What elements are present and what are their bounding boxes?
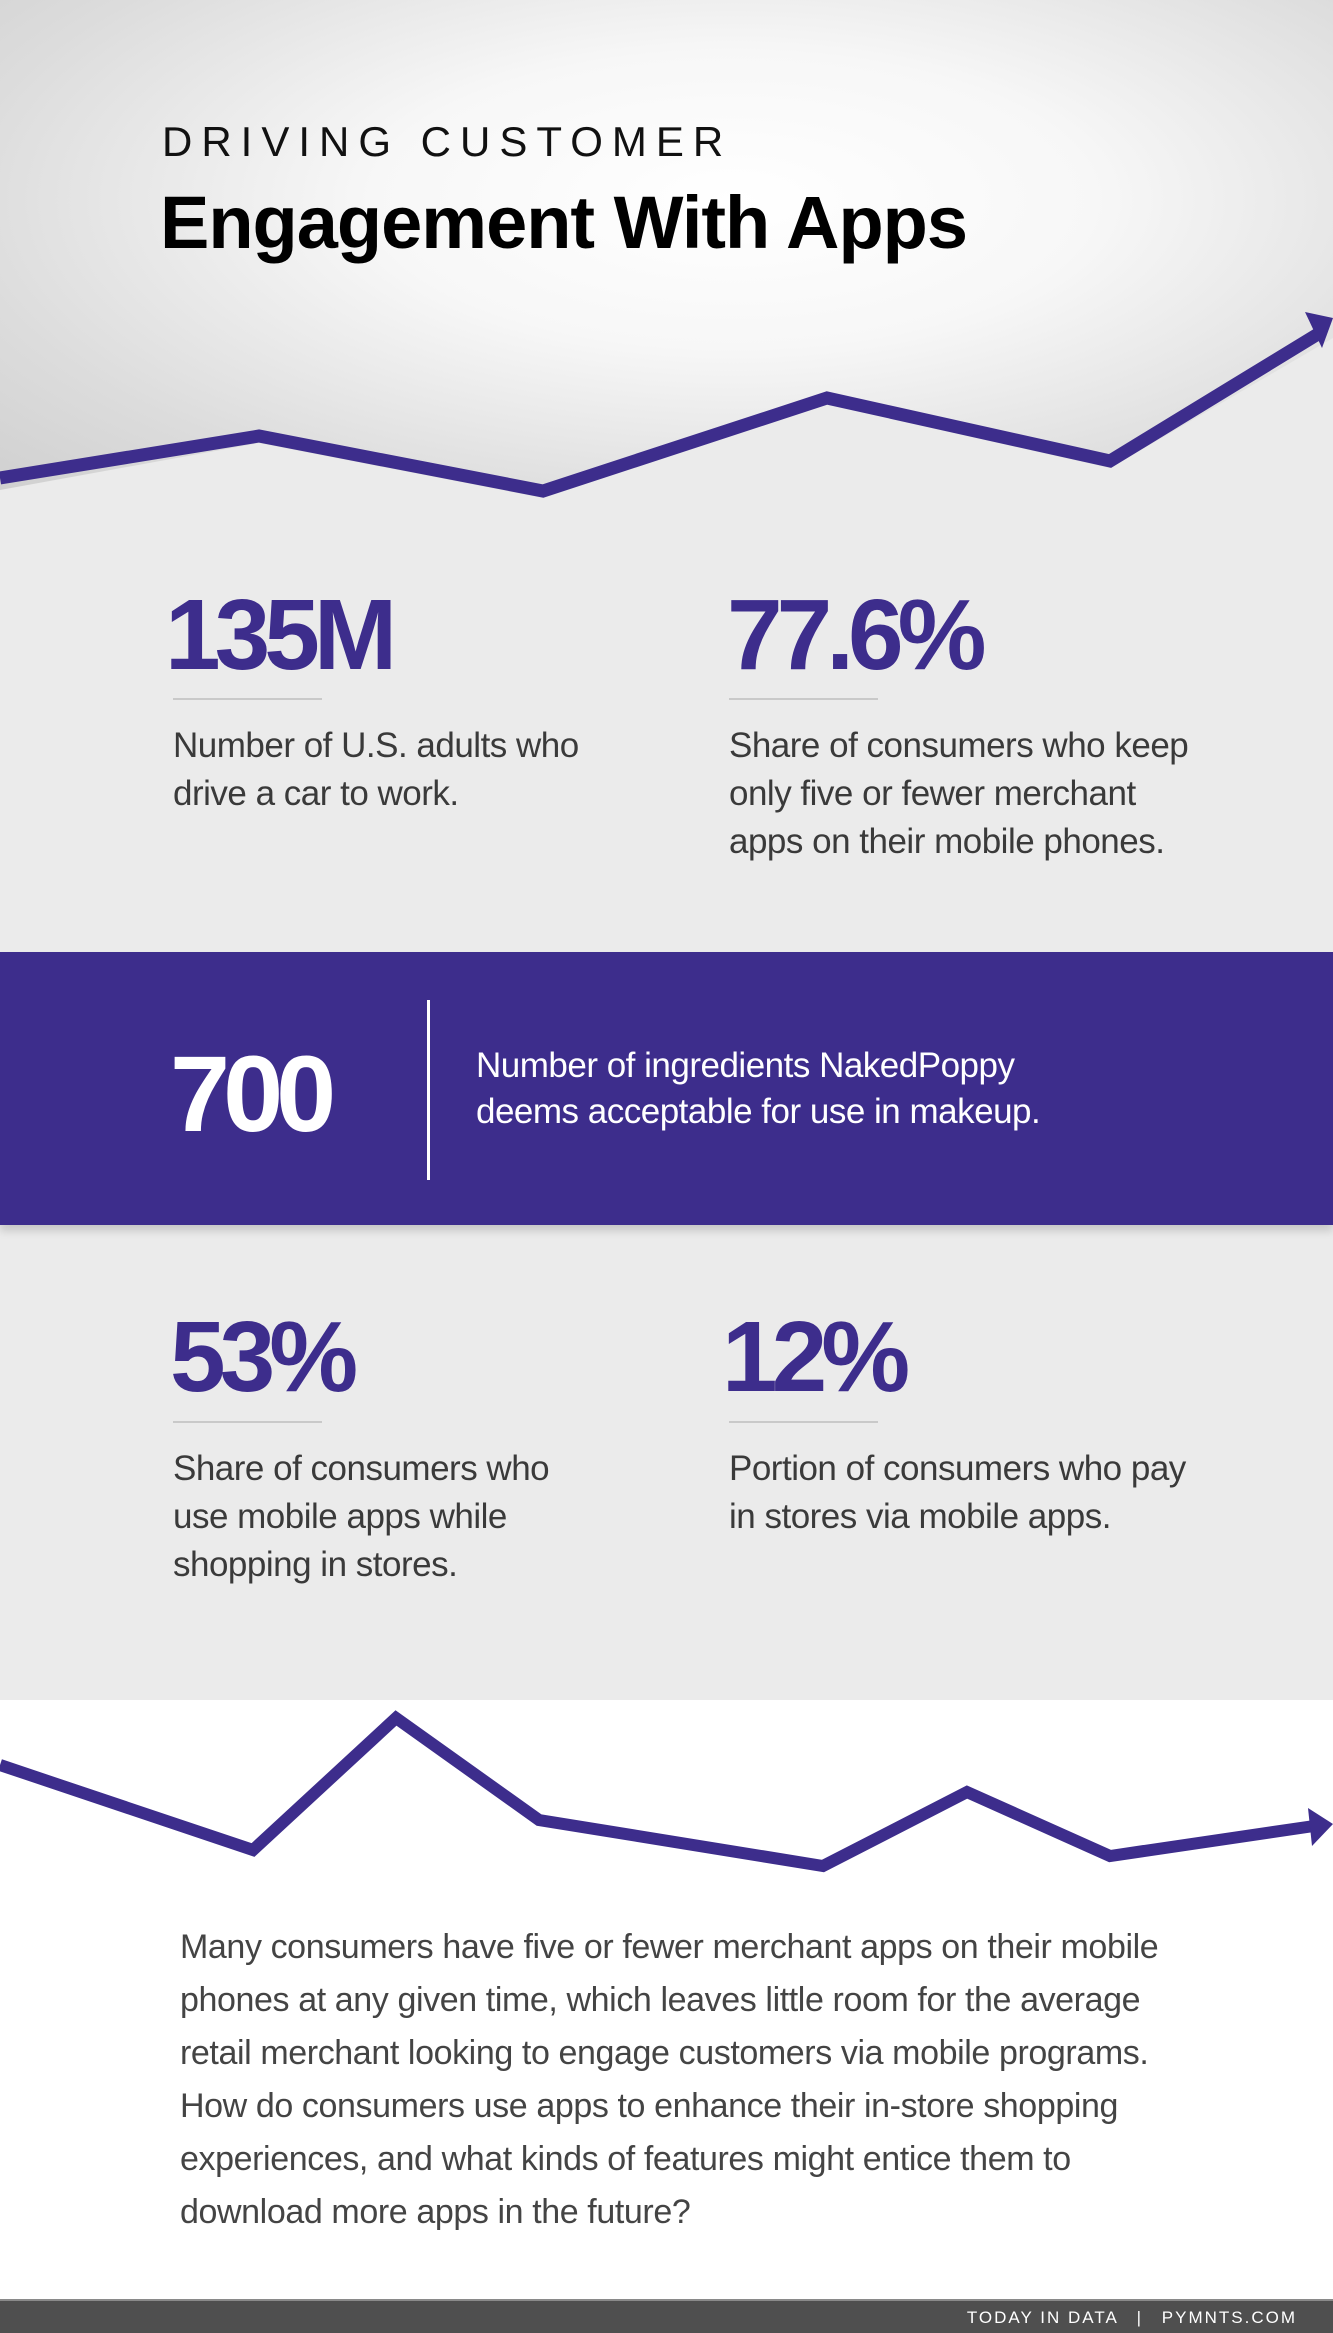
stat-divider	[173, 698, 322, 700]
stat-description: Share of consumers who use mobile apps w…	[173, 1449, 550, 1584]
bottom-arrow-icon	[1308, 1808, 1333, 1846]
stat-divider	[173, 1421, 322, 1423]
feature-description: Number of ingredients NakedPoppy deems a…	[476, 1043, 1176, 1135]
footer-left: TODAY IN DATA	[966, 2308, 1118, 2327]
feature-divider	[427, 1000, 430, 1180]
stat-divider	[729, 1421, 878, 1423]
stat-value: 135M	[165, 579, 397, 691]
header-edge-fill	[0, 338, 1333, 500]
stat-description: Portion of consumers who pay in stores v…	[729, 1449, 1186, 1536]
stat-description: Number of U.S. adults who drive a car to…	[173, 726, 579, 813]
summary-paragraph: Many consumers have five or fewer mercha…	[180, 1928, 1159, 2231]
stat-value: 12%	[722, 1301, 910, 1413]
footer: TODAY IN DATA | PYMNTS.COM	[0, 2299, 1333, 2333]
stat-value: 77.6%	[727, 579, 987, 691]
header-background	[0, 0, 1333, 500]
feature-band	[0, 952, 1333, 1225]
bottom-edge-fill	[0, 1714, 1333, 2300]
stat-divider	[729, 698, 878, 700]
bottom-trend-line	[0, 1710, 1315, 1873]
feature-line: deems acceptable for use in makeup.	[476, 1092, 1041, 1131]
top-trend-line	[0, 328, 1322, 498]
stat-description: Share of consumers who keep only five or…	[729, 726, 1189, 861]
page-title: Engagement With Apps	[160, 181, 968, 264]
header-kicker: DRIVING CUSTOMER	[162, 118, 733, 165]
feature-line: Number of ingredients NakedPoppy	[476, 1046, 1015, 1085]
footer-credit: TODAY IN DATA | PYMNTS.COM	[967, 2308, 1297, 2328]
feature-value: 700	[170, 1033, 336, 1154]
stat-value: 53%	[170, 1301, 358, 1413]
footer-right: PYMNTS.COM	[1161, 2308, 1297, 2327]
footer-separator: |	[1136, 2308, 1144, 2327]
top-arrow-icon	[1305, 312, 1333, 348]
